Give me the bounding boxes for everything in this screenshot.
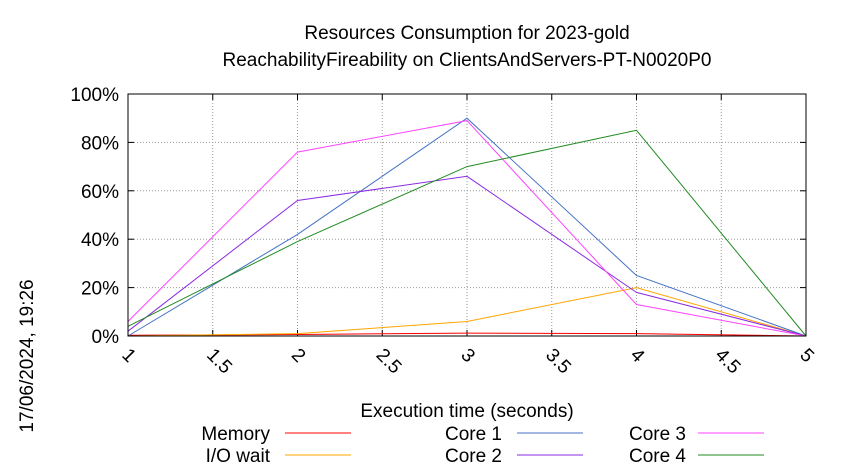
y-tick-label: 100%	[70, 85, 119, 106]
x-tick-label: 1	[117, 345, 139, 367]
series-lines	[127, 117, 807, 337]
series-line-core-3	[127, 120, 807, 337]
plot-frame	[127, 93, 807, 337]
legend-label: Core 1	[445, 424, 502, 445]
y-axis-ticks: 0% 20% 40% 60% 80% 100%	[70, 85, 806, 348]
x-tick-label: 5	[795, 345, 817, 367]
legend-label: Memory	[201, 424, 270, 445]
series-line-core-4	[127, 129, 807, 337]
x-tick-label: 1.5	[202, 345, 236, 379]
grid-lines	[128, 94, 806, 336]
x-tick-label: 4.5	[711, 345, 745, 379]
x-tick-label: 2.5	[372, 345, 406, 379]
chart-title-line-1: Resources Consumption for 2023-gold	[304, 23, 629, 44]
legend-label: I/O wait	[206, 446, 271, 467]
y-tick-label: 40%	[81, 230, 119, 251]
series-line-core-2	[127, 175, 807, 337]
chart-title-line-2: ReachabilityFireability on ClientsAndSer…	[223, 50, 712, 71]
x-axis-label: Execution time (seconds)	[360, 401, 573, 422]
timestamp-label: 17/06/2024, 19:26	[17, 279, 38, 432]
y-tick-label: 80%	[81, 133, 119, 154]
x-tick-label: 3	[456, 345, 478, 367]
y-tick-label: 0%	[92, 327, 120, 348]
series-line-core-1	[127, 117, 807, 337]
x-tick-label: 2	[287, 345, 309, 367]
legend-label: Core 3	[629, 424, 686, 445]
x-tick-label: 3.5	[541, 345, 575, 379]
x-tick-label: 4	[626, 345, 649, 368]
legend-label: Core 4	[629, 446, 686, 467]
legend-label: Core 2	[445, 446, 502, 467]
series-line-i-o-wait	[127, 287, 807, 337]
y-tick-label: 60%	[81, 182, 119, 203]
y-tick-label: 20%	[81, 279, 119, 300]
